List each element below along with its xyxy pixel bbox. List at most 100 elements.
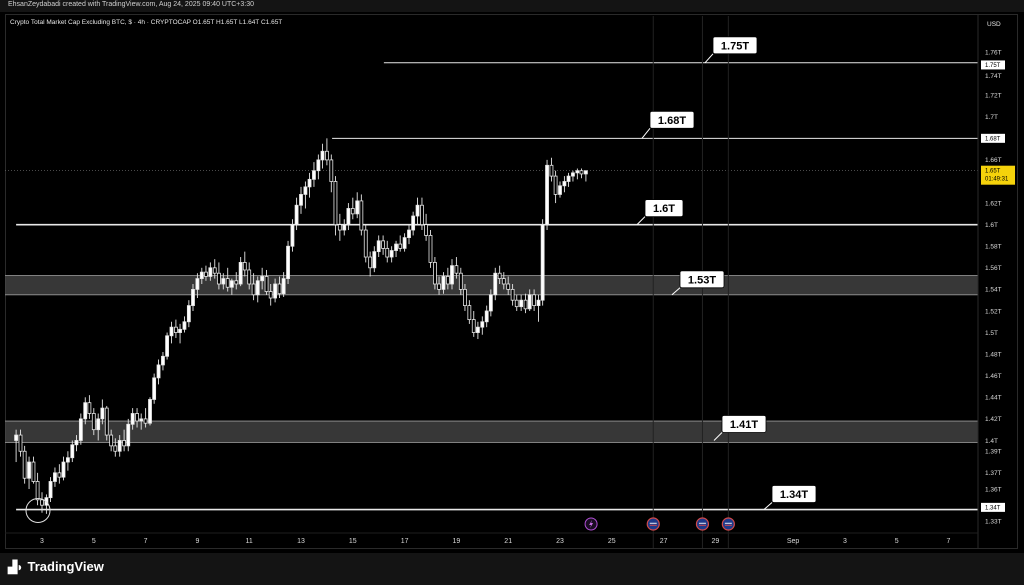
candle-body-up	[191, 288, 195, 306]
candle	[152, 373, 157, 404]
candle-body-up	[519, 299, 524, 308]
price-chart[interactable]: 1.75T 1.68T 1.6T 1.53T 1.41T 1.34T 1.76T 1.75T…	[0, 0, 1024, 553]
callout-pointer	[713, 432, 723, 441]
time-tick-label: 19	[453, 538, 461, 545]
candle-body-up	[376, 240, 381, 253]
tradingview-logo[interactable]: ▟◗ TradingView	[8, 559, 104, 574]
price-tick-label: 1.58T	[985, 244, 1002, 251]
candle	[31, 456, 36, 484]
candle-body-down	[31, 461, 36, 482]
candle	[532, 289, 536, 311]
candle	[575, 168, 580, 180]
callout-box	[721, 415, 767, 433]
candle	[268, 284, 273, 306]
callout-1.6T: 1.6T	[636, 199, 684, 226]
candle-body-down	[514, 299, 519, 308]
candle	[208, 262, 213, 281]
candle	[104, 405, 109, 441]
candle	[566, 172, 571, 187]
candle	[27, 456, 31, 490]
price-tick-label: 1.37T	[985, 470, 1002, 477]
attribution-bar: EhsanZeydabadi created with TradingView.…	[0, 0, 1024, 12]
price-tick-label: 1.54T	[985, 287, 1002, 294]
callout-pointer	[641, 128, 651, 139]
candle	[480, 316, 485, 335]
candle-body-up	[70, 444, 75, 459]
candle	[281, 272, 286, 297]
candle	[519, 294, 524, 311]
callout-box	[649, 110, 695, 129]
candle	[549, 157, 554, 182]
candle	[113, 438, 118, 457]
candle-body-down	[471, 319, 476, 333]
candle	[35, 472, 40, 506]
candle-body-down	[40, 499, 44, 506]
time-tick-label: 21	[504, 538, 512, 545]
candle-body-up	[165, 335, 169, 357]
price-tick-label: 1.7T	[985, 114, 998, 121]
candle	[78, 413, 83, 445]
candle-body-down	[91, 413, 96, 431]
candle-body-up	[450, 265, 454, 285]
candle-body-up	[130, 413, 135, 425]
candle-body-down	[350, 208, 355, 215]
flag-stripe-icon	[724, 522, 732, 524]
candle-body-up	[307, 178, 312, 188]
candle	[247, 262, 252, 290]
candle-body-up	[156, 364, 161, 379]
flag-stripe-icon	[698, 522, 706, 524]
candle	[350, 197, 355, 220]
us-flag-event-icon	[646, 517, 660, 531]
candle	[488, 289, 493, 317]
candle	[273, 278, 278, 303]
candle	[381, 235, 386, 255]
price-tag-label: 1.34T	[985, 506, 1001, 512]
candle	[407, 224, 411, 245]
callout-box	[644, 199, 684, 218]
callout-label: 1.68T	[658, 115, 686, 127]
candle	[398, 235, 403, 252]
candle	[277, 276, 282, 299]
candle	[312, 162, 316, 187]
candle-body-up	[186, 305, 191, 323]
candle-body-up	[195, 278, 200, 290]
candle-body-down	[579, 170, 584, 175]
candle	[493, 267, 498, 301]
candle	[143, 408, 148, 428]
time-tick-label: 29	[712, 538, 720, 545]
candle-body-down	[363, 229, 368, 258]
currency-label[interactable]: USD	[987, 21, 1001, 28]
candle	[411, 211, 416, 236]
candle	[463, 284, 467, 311]
attribution-text: EhsanZeydabadi created with TradingView.…	[8, 1, 255, 8]
candle-body-up	[402, 237, 407, 249]
candle	[260, 267, 265, 290]
time-tick-label: 27	[660, 538, 668, 545]
price-tick-label: 1.62T	[985, 200, 1002, 207]
candle-body-up	[415, 204, 420, 217]
callout-pointer	[671, 287, 681, 296]
candle-body-up	[480, 321, 485, 328]
candle-body-down	[420, 204, 424, 226]
candle	[424, 213, 428, 241]
candle-body-down	[437, 283, 441, 290]
candle-body-up	[178, 328, 182, 333]
time-tick-label: Sep	[787, 538, 800, 545]
candle-body-down	[57, 472, 62, 478]
time-tick-label: 11	[246, 538, 253, 545]
candle-body-down	[87, 402, 92, 414]
candle	[584, 170, 588, 182]
candle	[100, 399, 105, 425]
candle	[445, 267, 450, 290]
candle	[320, 143, 325, 169]
candle-body-up	[372, 251, 377, 269]
candle	[61, 456, 66, 481]
candle-body-down	[510, 288, 515, 301]
candle-body-up	[316, 159, 321, 172]
time-tick-label: 5	[895, 538, 899, 545]
candle-body-up	[221, 278, 226, 285]
candle	[428, 230, 433, 268]
candle	[385, 240, 390, 263]
candle	[117, 435, 122, 457]
candle	[415, 197, 420, 225]
